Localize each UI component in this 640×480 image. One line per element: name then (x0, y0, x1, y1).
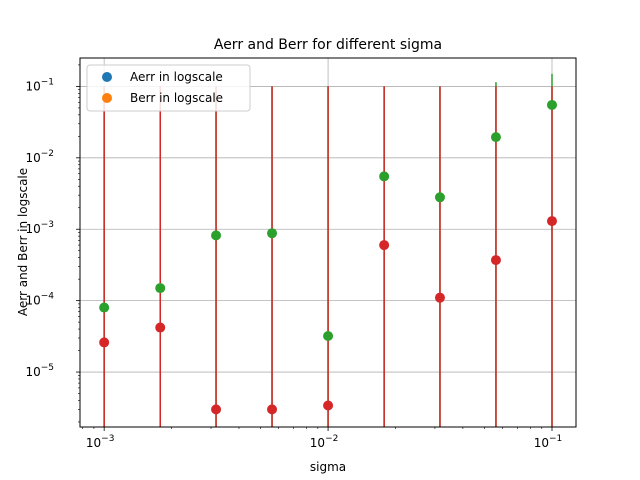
data-point-series-1 (490, 255, 501, 266)
legend-label-berr: Berr in logscale (130, 91, 223, 105)
data-point-series-1 (434, 292, 445, 303)
y-tick-label: 10−3 (25, 220, 54, 236)
legend-label-aerr: Aerr in logscale (130, 70, 223, 84)
chart-title: Aerr and Berr for different sigma (214, 37, 442, 53)
data-point-series-0 (267, 228, 278, 239)
x-tick-label: 10−3 (86, 434, 115, 450)
marker-layer (99, 99, 557, 415)
data-point-series-1 (379, 240, 390, 251)
data-point-series-1 (99, 337, 110, 348)
x-tick-label: 10−1 (534, 434, 563, 450)
legend: Aerr in logscale Berr in logscale (86, 64, 251, 112)
data-point-series-0 (99, 302, 110, 313)
data-point-series-0 (546, 99, 557, 110)
data-point-series-0 (490, 132, 501, 143)
y-tick-label: 10−5 (25, 363, 54, 379)
data-point-series-0 (379, 171, 390, 182)
data-point-series-1 (155, 322, 166, 333)
legend-marker-aerr (102, 72, 112, 82)
data-point-series-0 (434, 192, 445, 203)
y-axis-title: Aerr and Berr in logscale (16, 168, 30, 316)
x-tick-label: 10−2 (310, 434, 339, 450)
data-point-series-1 (323, 400, 334, 411)
y-tick-label: 10−1 (25, 77, 54, 93)
data-point-series-0 (155, 283, 166, 294)
x-axis-title: sigma (310, 460, 346, 474)
data-point-series-1 (211, 404, 222, 415)
data-point-series-1 (546, 216, 557, 227)
data-point-series-0 (323, 330, 334, 341)
errorbar-layer (103, 73, 553, 427)
data-point-series-1 (267, 404, 278, 415)
y-tick-label: 10−4 (25, 292, 54, 308)
legend-box (86, 64, 251, 112)
data-point-series-0 (211, 230, 222, 241)
legend-marker-berr (102, 93, 112, 103)
tick-layer: 10−3 10−2 10−1 10−5 10−4 10−3 10−2 10−1 (25, 64, 563, 450)
y-tick-label: 10−2 (25, 149, 54, 165)
